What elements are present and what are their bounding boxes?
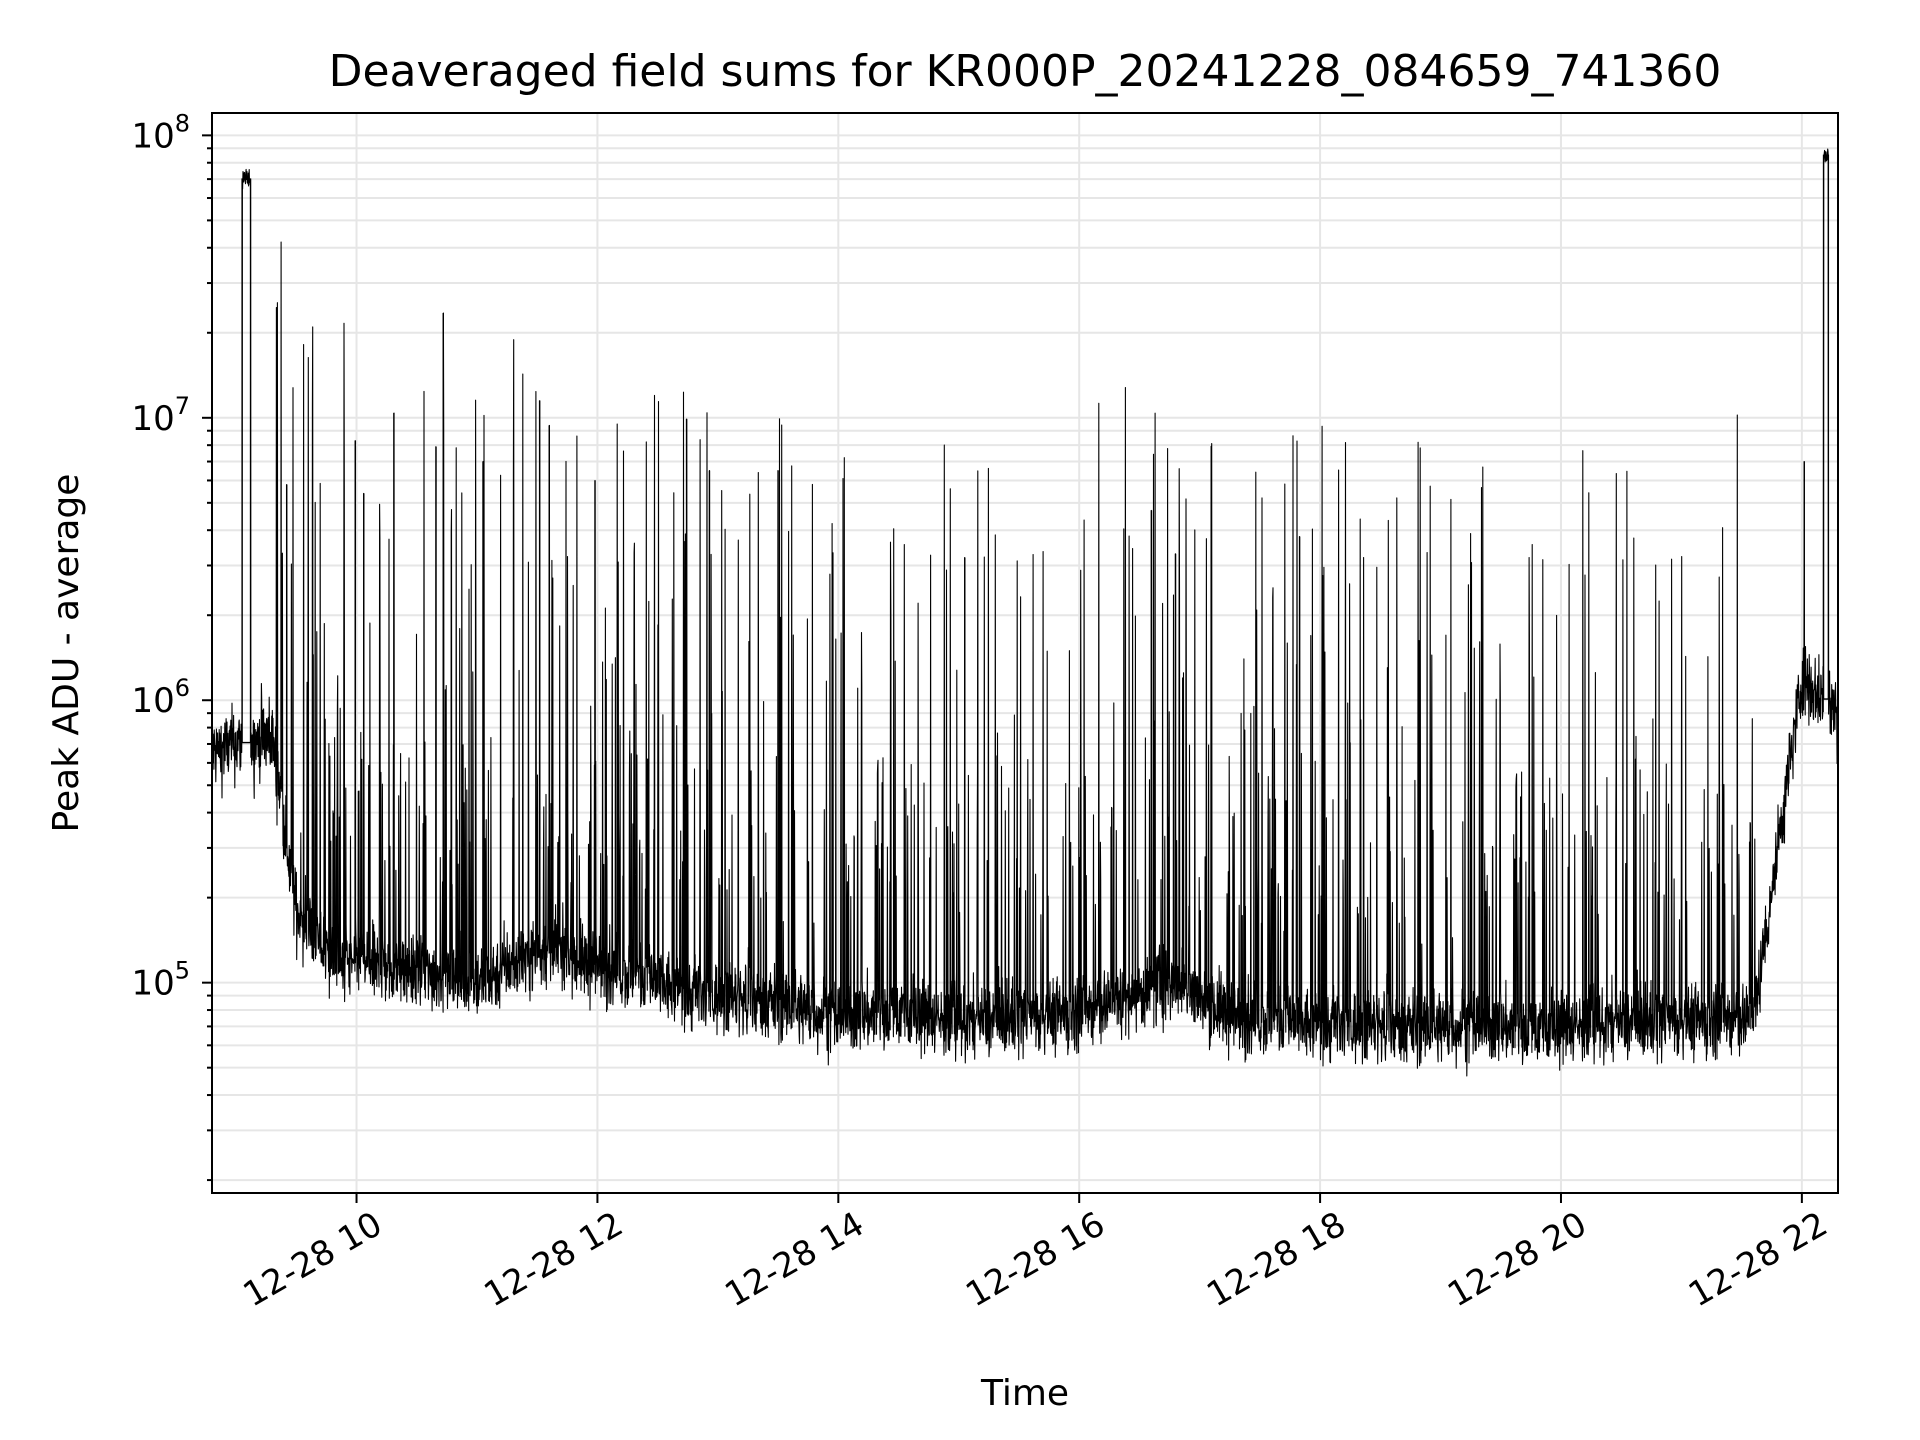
- chart-title: Deaveraged field sums for KR000P_2024122…: [329, 46, 1722, 97]
- x-tick-label: 12-28 14: [718, 1204, 870, 1315]
- series-line: [211, 148, 1839, 1077]
- x-tick-label: 12-28 10: [237, 1204, 389, 1315]
- saturation-burst: [241, 178, 252, 744]
- y-tick-label: 105: [131, 957, 190, 1004]
- x-tick-label: 12-28 20: [1441, 1204, 1593, 1315]
- y-tick-label: 108: [131, 109, 190, 156]
- x-tick-label: 12-28 12: [478, 1204, 630, 1315]
- y-tick-label: 107: [131, 392, 190, 439]
- series-layer: [211, 148, 1839, 1077]
- plot-frame: [211, 112, 1839, 1194]
- y-tick-label: 106: [131, 674, 190, 721]
- saturation-burst: [1822, 154, 1830, 700]
- peak-markers: [241, 154, 1830, 1025]
- y-axis-label: Peak ADU - average: [46, 474, 87, 833]
- x-tick-label: 12-28 16: [959, 1204, 1111, 1315]
- x-tick-label: 12-28 18: [1200, 1204, 1352, 1315]
- x-tick-label: 12-28 22: [1682, 1204, 1834, 1315]
- x-axis-label: Time: [980, 1373, 1069, 1414]
